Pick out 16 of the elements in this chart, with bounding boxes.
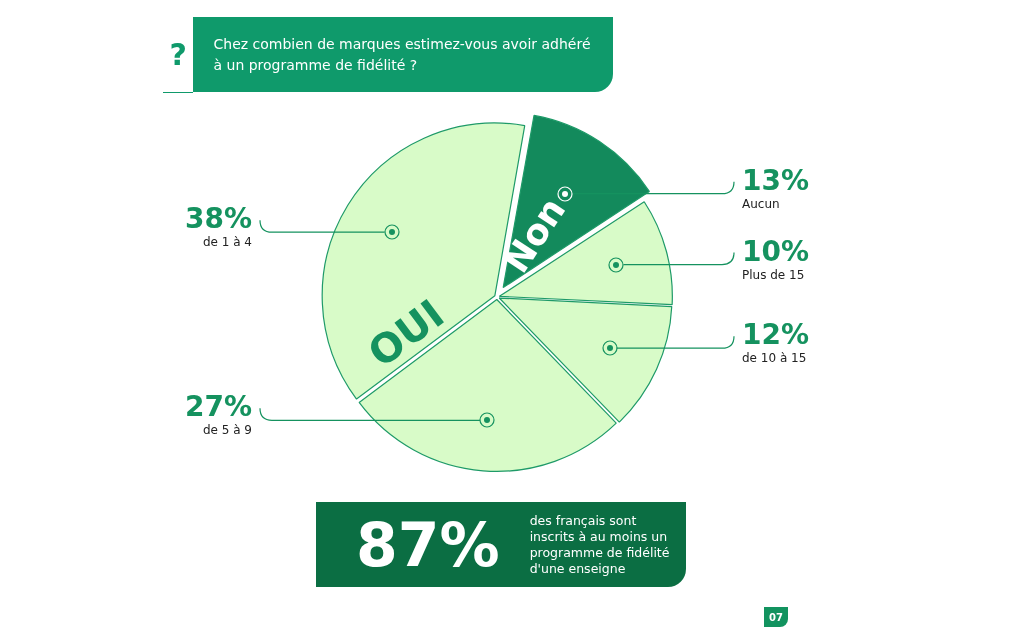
slice-label: de 1 à 4 [202, 235, 252, 250]
data-label: 27% [184, 390, 252, 424]
text: des français sont inscrits à au moins un programme de fidélité d'une enseigne [529, 512, 671, 577]
data-label: 13% [742, 163, 810, 197]
text: 87% [355, 509, 501, 580]
data-label: 38% [184, 202, 252, 236]
slice-label: de 5 à 9 [202, 423, 252, 438]
slice-label: de 10 à 15 [742, 351, 807, 366]
slice-label: Aucun [742, 196, 780, 211]
text: 07 [764, 607, 788, 627]
text: OUI [359, 290, 453, 376]
data-label: 12% [742, 318, 810, 352]
chart-title: Chez combien de marques estimez-vous avoir adhéré à un programme de fidélité ? [212, 34, 592, 75]
question-icon: ? [163, 17, 194, 93]
data-label: 10% [742, 234, 810, 268]
slice-label: Plus de 15 [742, 267, 805, 282]
